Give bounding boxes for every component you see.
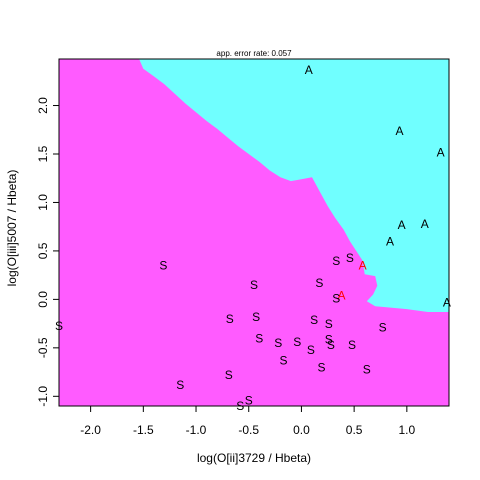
point-class-s: S — [317, 360, 325, 374]
y-tick-label: 1.5 — [36, 145, 50, 162]
point-class-s: S — [315, 276, 323, 290]
y-axis: -1.0 -0.5 0.0 0.5 1.0 1.5 2.0 — [36, 97, 60, 407]
point-class-a: A — [359, 259, 367, 273]
point-class-s: S — [346, 251, 354, 265]
point-class-s: S — [325, 332, 333, 346]
point-class-s: S — [274, 336, 282, 350]
point-class-s: S — [332, 254, 340, 268]
point-class-s: S — [255, 331, 263, 345]
x-tick-label: 0.5 — [346, 423, 363, 437]
x-tick-label: -2.0 — [80, 423, 101, 437]
point-class-a: A — [398, 218, 406, 232]
x-tick-label: -0.5 — [238, 423, 259, 437]
point-class-a: A — [395, 124, 403, 138]
point-class-s: S — [307, 343, 315, 357]
point-class-s: S — [363, 362, 371, 376]
point-class-s: S — [226, 312, 234, 326]
point-class-a: A — [437, 145, 445, 159]
point-class-s: S — [327, 338, 335, 352]
x-tick-label: -1.5 — [133, 423, 154, 437]
point-class-s: S — [252, 310, 260, 324]
x-tick-label: 0.0 — [293, 423, 310, 437]
point-class-s: S — [379, 321, 387, 335]
y-tick-label: 2.0 — [36, 97, 50, 114]
x-axis-title: log(O[ii]3729 / Hbeta) — [197, 451, 311, 465]
point-class-a: A — [305, 63, 313, 77]
point-class-a: A — [386, 234, 394, 248]
x-tick-label: 1.0 — [398, 423, 415, 437]
point-class-s: S — [245, 393, 253, 407]
point-class-s: S — [325, 317, 333, 331]
point-class-s: S — [176, 378, 184, 392]
plot-title: app. error rate: 0.057 — [216, 49, 292, 58]
plot-region — [59, 59, 449, 406]
point-class-s: S — [250, 278, 258, 292]
region-a-area — [139, 59, 449, 312]
y-tick-label: 0.0 — [36, 291, 50, 308]
point-class-s: S — [225, 368, 233, 382]
point-class-a: A — [443, 296, 451, 310]
y-tick-label: -0.5 — [36, 337, 50, 358]
point-class-s: S — [279, 354, 287, 368]
y-tick-label: -1.0 — [36, 386, 50, 407]
point-class-s: S — [332, 292, 340, 306]
point-class-a: A — [337, 289, 345, 303]
x-tick-label: -1.0 — [186, 423, 207, 437]
y-tick-label: 1.0 — [36, 194, 50, 211]
x-axis: -2.0 -1.5 -1.0 -0.5 0.0 0.5 1.0 — [80, 405, 416, 437]
point-class-s: S — [348, 338, 356, 352]
point-class-s: S — [310, 313, 318, 327]
point-class-a: A — [421, 217, 429, 231]
point-class-s: S — [159, 259, 167, 273]
point-class-s: S — [293, 335, 301, 349]
y-tick-label: 0.5 — [36, 242, 50, 259]
y-axis-title: log(O[iii]5007 / Hbeta) — [5, 170, 19, 287]
